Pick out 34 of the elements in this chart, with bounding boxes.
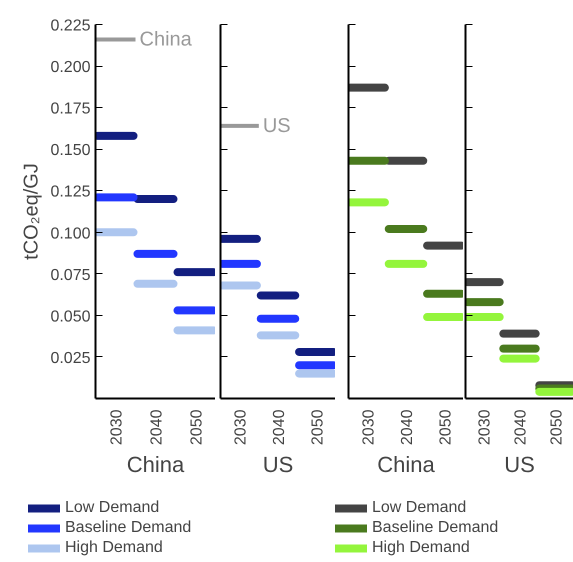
x-tick-label: 2030 — [476, 409, 494, 446]
y-tick-label: 0.100 — [50, 225, 91, 242]
x-tick-label: 2050 — [309, 409, 326, 446]
ref-line-label: US — [262, 114, 291, 137]
x-axis-title: US — [262, 452, 294, 478]
x-axis-title: China — [377, 452, 436, 478]
y-tick-label: 0.150 — [50, 142, 91, 160]
y-tick-label: 0.125 — [50, 184, 91, 201]
y-tick-label: 0.225 — [50, 18, 91, 34]
y-tick-label: 0.050 — [50, 308, 91, 326]
x-tick-label: 2030 — [232, 409, 250, 446]
y-axis-title: tCO₂eq/GJ — [20, 163, 42, 260]
ref-line-label: China — [140, 28, 193, 50]
x-tick-label: 2050 — [437, 409, 454, 446]
x-tick-label: 2050 — [548, 409, 566, 446]
legend-label: High Demand — [65, 538, 163, 558]
legend-label: Low Demand — [65, 498, 160, 518]
x-tick-label: 2030 — [360, 409, 378, 446]
legend-label: High Demand — [372, 538, 470, 558]
x-tick-label: 2040 — [399, 409, 416, 446]
x-tick-label: 2030 — [108, 409, 126, 446]
legend-label: Baseline Demand — [65, 518, 192, 538]
x-tick-label: 2040 — [148, 409, 166, 446]
x-axis-title: US — [504, 452, 535, 478]
x-tick-label: 2040 — [512, 409, 530, 446]
y-tick-label: 0.175 — [50, 100, 91, 118]
y-tick-label: 0.025 — [50, 350, 91, 367]
y-tick-label: 0.200 — [50, 59, 91, 76]
legend-label: Low Demand — [372, 498, 466, 518]
x-tick-label: 2050 — [188, 409, 206, 446]
x-axis-title: China — [126, 452, 186, 478]
legend-label: Baseline Demand — [372, 518, 498, 538]
y-tick-label: 0.075 — [50, 266, 91, 284]
x-tick-label: 2040 — [271, 409, 288, 446]
